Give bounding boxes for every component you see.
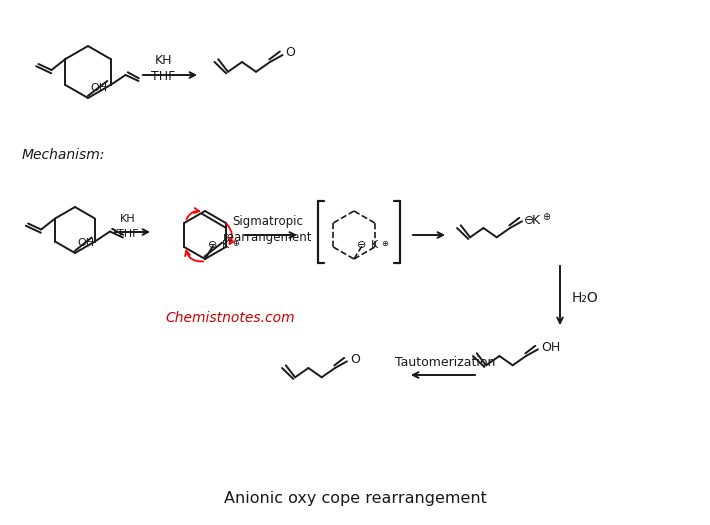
Text: H₂O: H₂O — [572, 291, 599, 305]
Text: OH: OH — [77, 238, 94, 248]
Text: rearrangement: rearrangement — [223, 230, 312, 244]
Text: K: K — [532, 214, 540, 227]
Text: ⊕: ⊕ — [381, 238, 388, 247]
Text: ⊕: ⊕ — [542, 212, 550, 223]
Text: KH: KH — [120, 214, 136, 224]
Text: Anionic oxy cope rearrangement: Anionic oxy cope rearrangement — [224, 490, 486, 506]
Text: Chemistnotes.com: Chemistnotes.com — [165, 311, 295, 325]
Text: ⊕: ⊕ — [232, 238, 239, 247]
Text: K: K — [371, 240, 378, 250]
Text: THF: THF — [117, 229, 138, 239]
Text: ⊖: ⊖ — [357, 240, 366, 250]
Text: Tautomerization: Tautomerization — [395, 355, 495, 369]
Text: Sigmatropic: Sigmatropic — [233, 215, 303, 228]
Text: O: O — [285, 47, 295, 59]
Text: THF: THF — [151, 69, 175, 82]
Text: OH: OH — [90, 83, 107, 93]
Text: O: O — [350, 353, 360, 366]
Text: ⊖: ⊖ — [524, 214, 535, 227]
Text: OH: OH — [541, 341, 560, 354]
Text: K: K — [222, 240, 229, 250]
Text: Mechanism:: Mechanism: — [22, 148, 105, 162]
Text: KH: KH — [154, 54, 172, 67]
Text: ⊖: ⊖ — [208, 240, 218, 250]
